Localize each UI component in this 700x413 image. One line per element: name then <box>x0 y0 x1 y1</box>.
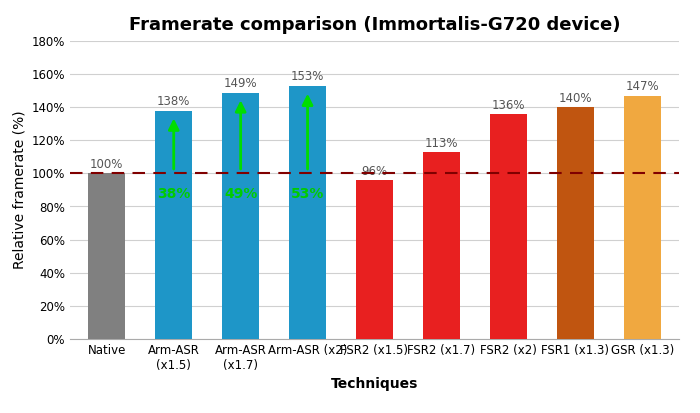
Bar <box>423 152 460 339</box>
Bar <box>88 173 125 339</box>
X-axis label: Techniques: Techniques <box>331 377 418 391</box>
Text: 136%: 136% <box>491 99 525 112</box>
Text: 49%: 49% <box>224 187 258 201</box>
Bar <box>356 180 393 339</box>
Text: 113%: 113% <box>425 137 458 150</box>
Bar <box>490 114 526 339</box>
Bar <box>289 86 326 339</box>
Bar <box>223 93 259 339</box>
Text: 100%: 100% <box>90 158 123 171</box>
Bar <box>557 107 594 339</box>
Text: 147%: 147% <box>625 81 659 93</box>
Text: 96%: 96% <box>361 165 388 178</box>
Bar <box>624 96 661 339</box>
Text: 153%: 153% <box>291 71 324 83</box>
Bar <box>155 111 192 339</box>
Text: 38%: 38% <box>157 187 190 201</box>
Text: 138%: 138% <box>157 95 190 108</box>
Text: 149%: 149% <box>224 77 258 90</box>
Title: Framerate comparison (Immortalis-G720 device): Framerate comparison (Immortalis-G720 de… <box>129 16 620 34</box>
Text: 53%: 53% <box>291 187 324 201</box>
Text: 140%: 140% <box>559 92 592 105</box>
Y-axis label: Relative framerate (%): Relative framerate (%) <box>12 111 26 269</box>
